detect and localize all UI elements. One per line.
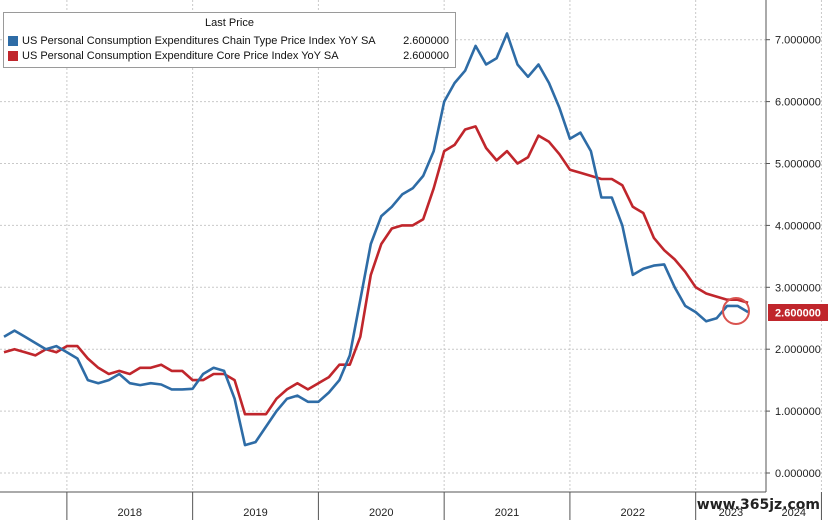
legend-value-core: 2.600000 (403, 50, 449, 62)
legend-label-core: US Personal Consumption Expenditure Core… (22, 50, 339, 62)
x-tick-label: 2020 (369, 507, 393, 519)
x-tick-label: 2018 (118, 507, 142, 519)
x-tick-label: 2022 (621, 507, 645, 519)
legend-value-headline: 2.600000 (403, 35, 449, 47)
x-tick-label: 2024 (781, 507, 805, 519)
y-tick-label: 5.000000 (775, 159, 821, 171)
y-tick-label: 2.000000 (775, 344, 821, 356)
legend-header: Last Price (205, 17, 254, 29)
x-tick-label: 2019 (243, 507, 267, 519)
grid-lines (0, 0, 822, 492)
y-tick-label: 1.000000 (775, 406, 821, 418)
y-tick-label: 4.000000 (775, 220, 821, 232)
core-pce-line (3, 125, 749, 416)
highlight-circle (722, 297, 750, 325)
watermark: www.365jz.com (696, 497, 820, 513)
legend-item-core: US Personal Consumption Expenditure Core… (8, 49, 449, 63)
y-tick-label: 3.000000 (775, 282, 821, 294)
series-lines (3, 32, 749, 447)
x-axis-ticks: 2018 2019 2020 2021 2022 2023 2024 (66, 492, 822, 520)
x-tick-label: 2023 (719, 507, 743, 519)
last-value-badge: 2.600000 (768, 304, 828, 321)
legend: Last Price US Personal Consumption Expen… (3, 12, 456, 68)
y-axis-ticks: 0.000000 1.000000 2.000000 3.000000 4.000000… (766, 35, 821, 480)
legend-item-headline: US Personal Consumption Expenditures Cha… (8, 34, 449, 48)
last-value-badge-label: 2.600000 (775, 308, 821, 320)
last-value-badge-box (768, 304, 828, 321)
legend-swatch-core (8, 51, 18, 61)
legend-swatch-headline (8, 36, 18, 46)
x-tick-label: 2021 (495, 507, 519, 519)
y-tick-label: 0.000000 (775, 468, 821, 480)
y-tick-label: 7.000000 (775, 35, 821, 47)
y-tick-label: 6.000000 (775, 97, 821, 109)
headline-pce-line (3, 32, 749, 447)
legend-label-headline: US Personal Consumption Expenditures Cha… (22, 35, 376, 47)
